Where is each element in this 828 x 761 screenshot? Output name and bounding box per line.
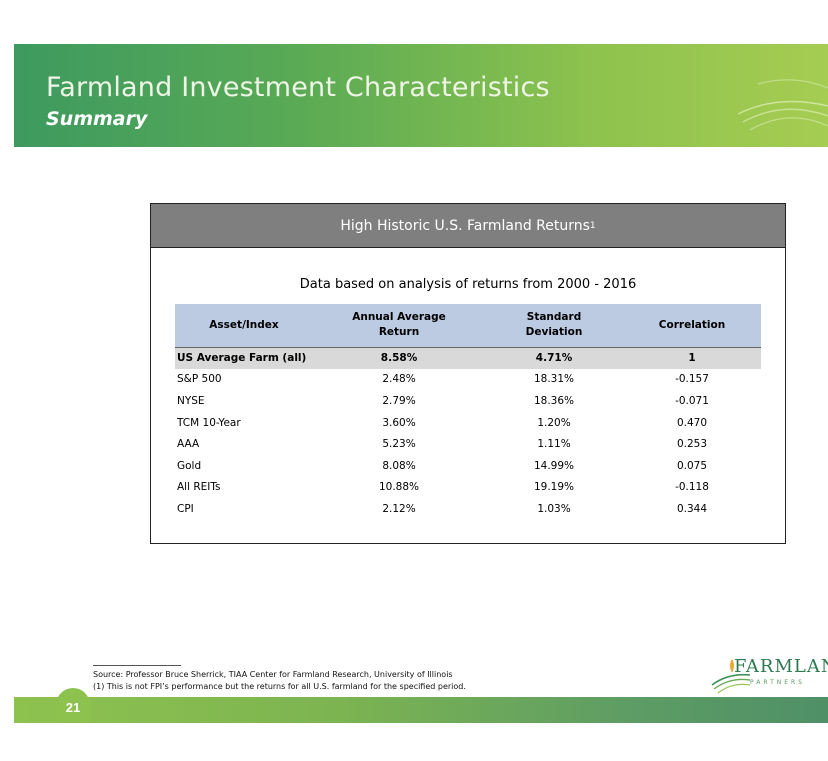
correlation-cell: -0.071	[675, 394, 709, 407]
table-row: AAA 5.23% 1.11% 0.253	[175, 433, 761, 455]
correlation-cell: 0.253	[676, 438, 708, 451]
returns-panel-title: High Historic U.S. Farmland Returns	[340, 217, 590, 234]
page-number-badge	[56, 688, 90, 722]
source-footnote: Source: Professor Bruce Sherrick, TIAA C…	[93, 670, 453, 679]
table-row: S&P 500 2.48% 18.31% -0.157	[175, 369, 761, 391]
asset-cell: CPI	[177, 502, 194, 515]
table-row: CPI 2.12% 1.03% 0.344	[175, 498, 761, 520]
correlation-cell: 0.344	[676, 502, 708, 515]
page-number: 21	[65, 700, 81, 715]
asset-cell: Gold	[177, 459, 202, 472]
column-header-asset: Asset/Index	[175, 304, 313, 348]
std-dev-cell: 14.99%	[533, 459, 575, 472]
correlation-cell: -0.118	[675, 481, 709, 494]
returns-table: Asset/Index Annual Average Return Standar…	[175, 304, 761, 520]
return-cell: 8.08%	[382, 459, 416, 472]
table-row: Gold 8.08% 14.99% 0.075	[175, 455, 761, 477]
return-cell: 5.23%	[382, 438, 416, 451]
header-band: Farmland Investment Characteristics Summ…	[14, 44, 828, 147]
return-cell: 2.48%	[382, 373, 416, 386]
returns-panel-heading: High Historic U.S. Farmland Returns 1	[151, 204, 785, 248]
footnote-marker: 1	[589, 220, 596, 231]
company-logo: FARMLANI PARTNERS	[710, 655, 828, 697]
column-header-correlation: Correlation	[623, 304, 761, 348]
return-cell: 2.79%	[382, 394, 416, 407]
asset-cell: AAA	[177, 438, 200, 451]
column-header-std-dev: Standard Deviation	[485, 304, 623, 348]
logo-subtitle: PARTNERS	[750, 679, 805, 686]
asset-cell: US Average Farm (all)	[175, 347, 313, 369]
page-subtitle: Summary	[46, 108, 148, 130]
correlation-cell: 1	[623, 347, 761, 369]
asset-cell: All REITs	[177, 481, 221, 494]
correlation-cell: 0.470	[676, 416, 708, 429]
std-dev-cell: 1.03%	[537, 502, 571, 515]
std-dev-cell: 1.20%	[537, 416, 571, 429]
table-header-row: Asset/Index Annual Average Return Standar…	[175, 304, 761, 348]
footnote-divider	[93, 665, 181, 666]
asset-cell: TCM 10-Year	[177, 416, 241, 429]
table-row: TCM 10-Year 3.60% 1.20% 0.470	[175, 412, 761, 434]
return-cell: 10.88%	[378, 481, 420, 494]
wheat-swoosh-icon	[738, 79, 828, 131]
table-note: Data based on analysis of returns from 2…	[299, 277, 637, 292]
page-title: Farmland Investment Characteristics	[46, 72, 550, 103]
asset-cell: S&P 500	[177, 373, 222, 386]
std-dev-cell: 18.31%	[533, 373, 575, 386]
correlation-cell: 0.075	[676, 459, 708, 472]
correlation-cell: -0.157	[675, 373, 709, 386]
column-header-return: Annual Average Return	[313, 304, 485, 348]
return-cell: 2.12%	[382, 502, 416, 515]
return-cell: 8.58%	[313, 347, 485, 369]
std-dev-cell: 4.71%	[485, 347, 623, 369]
table-row: US Average Farm (all) 8.58% 4.71% 1	[175, 347, 761, 369]
std-dev-cell: 19.19%	[533, 481, 575, 494]
std-dev-cell: 18.36%	[533, 394, 575, 407]
return-cell: 3.60%	[382, 416, 416, 429]
logo-wordmark: FARMLANI	[734, 656, 828, 677]
returns-table-panel: High Historic U.S. Farmland Returns 1 Dat…	[150, 203, 786, 544]
leaf-swoosh-icon	[711, 659, 750, 694]
asset-cell: NYSE	[177, 394, 205, 407]
table-row: All REITs 10.88% 19.19% -0.118	[175, 477, 761, 499]
footnote-1: (1) This is not FPI’s performance but th…	[93, 682, 466, 691]
std-dev-cell: 1.11%	[537, 438, 571, 451]
table-row: NYSE 2.79% 18.36% -0.071	[175, 390, 761, 412]
footer-band	[14, 697, 828, 723]
